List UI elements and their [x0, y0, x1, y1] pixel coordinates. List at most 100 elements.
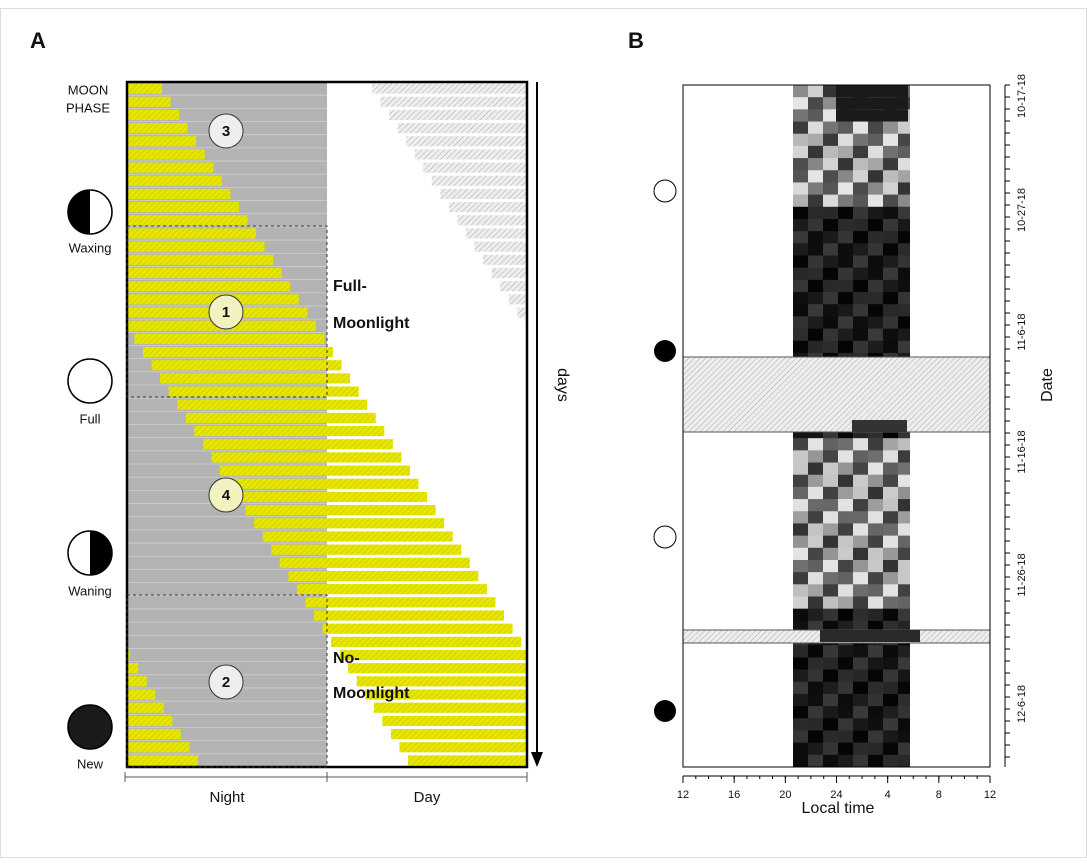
- activity-cell: [868, 255, 884, 269]
- activity-cell: [898, 316, 910, 329]
- activity-cell: [898, 218, 910, 232]
- moonlight-bar: [327, 610, 504, 621]
- activity-cell: [898, 158, 910, 171]
- activity-cell: [838, 742, 854, 756]
- activity-cell: [868, 596, 884, 610]
- moonlight-bar: [327, 518, 445, 529]
- moonlight-bar: [127, 254, 274, 265]
- moonlight-bar: [127, 742, 190, 753]
- activity-cell: [898, 596, 910, 610]
- activity-cell: [898, 547, 910, 561]
- activity-cell: [793, 304, 809, 317]
- moonlight-bar: [327, 505, 436, 516]
- activity-cell: [808, 535, 824, 549]
- activity-cell: [838, 754, 854, 768]
- activity-cell: [808, 669, 824, 683]
- activity-cell: [853, 742, 869, 756]
- activity-cell: [853, 450, 869, 463]
- activity-cell: [898, 304, 910, 317]
- region-number: 4: [222, 487, 231, 504]
- moonlight-bar: [127, 715, 173, 726]
- activity-cell: [793, 255, 809, 269]
- phase-label: Full: [80, 411, 101, 426]
- activity-cell: [823, 170, 839, 183]
- activity-cell: [823, 474, 839, 488]
- activity-cell: [808, 474, 824, 488]
- moonlight-bar: [339, 649, 527, 661]
- activity-cell: [838, 596, 854, 610]
- activity-cell: [793, 474, 809, 488]
- moonlight-bar: [288, 570, 327, 582]
- activity-cell: [883, 194, 899, 208]
- activity-cell: [838, 499, 854, 512]
- activity-cell: [838, 523, 854, 537]
- activity-cell: [868, 340, 884, 354]
- moon-icons: [67, 189, 113, 750]
- moonlight-bar: [305, 597, 327, 608]
- axes: 12 16 20 24 4 8 12 10-17-18 10-27-18 11-6-18 11-16…: [677, 74, 1028, 801]
- activity-cell: [838, 158, 854, 171]
- activity-cell: [808, 462, 824, 476]
- activity-cell: [836, 85, 908, 98]
- moonlight-bar: [127, 162, 214, 173]
- activity-cell: [823, 693, 839, 707]
- activity-cell: [838, 182, 854, 196]
- activity-cell: [823, 340, 839, 354]
- moonlight-bar: [406, 136, 527, 147]
- activity-cell: [823, 304, 839, 317]
- moonlight-bar: [382, 715, 527, 726]
- x-tick-label: 12: [984, 789, 996, 801]
- moonlight-bar: [457, 215, 527, 226]
- activity-cell: [883, 158, 899, 171]
- activity-cell: [823, 645, 839, 658]
- activity-cell: [853, 145, 869, 159]
- arrow-head: [531, 752, 543, 767]
- activity-cell: [868, 511, 884, 524]
- activity-cell: [793, 121, 809, 135]
- activity-cell: [868, 730, 884, 744]
- activity-cell: [868, 292, 884, 305]
- activity-cell: [868, 608, 884, 622]
- activity-cell: [838, 584, 854, 597]
- activity-cell: [868, 657, 884, 670]
- activity-cell: [853, 133, 869, 147]
- activity-cell: [868, 438, 884, 451]
- activity-cell: [898, 450, 910, 463]
- axis-label: Day: [414, 789, 441, 806]
- bottom-axis: [124, 772, 528, 782]
- activity-cell: [793, 511, 809, 524]
- moonlight-bar: [327, 386, 359, 397]
- activity-cell: [823, 328, 839, 342]
- moonlight-bar: [127, 689, 156, 700]
- activity-cell: [838, 669, 854, 683]
- activity-cell: [898, 572, 910, 585]
- activity-cell: [793, 316, 809, 329]
- activity-cell: [898, 206, 910, 220]
- activity-cell: [853, 462, 869, 476]
- activity-cell: [853, 267, 869, 281]
- moonlight-bar: [348, 663, 527, 674]
- activity-cell: [868, 474, 884, 488]
- moonlight-bar: [327, 597, 496, 608]
- region-label: No-: [333, 650, 360, 667]
- moonlight-bar: [160, 373, 327, 384]
- activity-cell: [823, 547, 839, 561]
- activity-cell: [808, 121, 824, 135]
- activity-cell: [868, 206, 884, 220]
- activity-cell: [853, 279, 869, 293]
- activity-cell: [808, 450, 824, 463]
- activity-cell: [883, 754, 899, 768]
- activity-cell: [868, 572, 884, 585]
- activity-cell: [823, 511, 839, 524]
- activity-cell: [853, 158, 869, 171]
- activity-cell: [808, 511, 824, 524]
- activity-cell: [898, 474, 910, 488]
- activity-cell: [793, 133, 809, 147]
- activity-cell: [838, 231, 854, 244]
- activity-cell: [838, 657, 854, 670]
- activity-cell: [853, 608, 869, 622]
- activity-cell: [793, 109, 809, 122]
- activity-cell: [883, 474, 899, 488]
- activity-cell: [853, 657, 869, 670]
- moonlight-bar: [389, 109, 527, 121]
